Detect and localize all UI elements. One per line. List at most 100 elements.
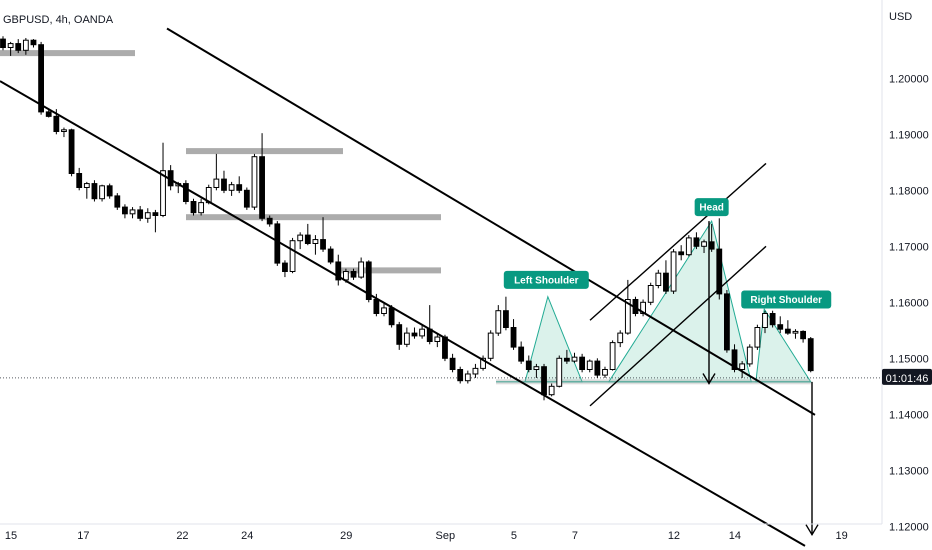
candle-87 [663, 260, 669, 294]
candle-body [434, 336, 441, 342]
candle-47 [358, 257, 365, 279]
candle-28 [213, 153, 220, 191]
candle-105 [800, 330, 807, 343]
candle-body [464, 373, 471, 382]
candle-body [221, 178, 227, 191]
candle-85 [647, 282, 654, 306]
candle-40 [304, 223, 311, 246]
zone-3 [340, 267, 441, 274]
candle-69 [525, 355, 532, 373]
candle-103 [784, 320, 791, 335]
candle-body [76, 173, 83, 188]
candle-body [373, 299, 380, 314]
candle-100 [762, 310, 768, 334]
candle-60 [457, 366, 464, 384]
candle-70 [533, 363, 540, 378]
candle-body [83, 183, 90, 189]
candle-88 [670, 249, 677, 294]
candle-body [419, 328, 426, 337]
candle-body [685, 237, 692, 256]
candle-body [777, 324, 784, 330]
price-tag-background [882, 368, 932, 385]
candle-75 [571, 352, 578, 363]
candle-body [647, 285, 654, 303]
price-tick-label: 1.17000 [889, 241, 929, 253]
candle-16 [122, 204, 128, 219]
pattern-label-0: Left Shoulder [503, 270, 589, 289]
time-tick-label: 7 [572, 530, 578, 542]
candle-body [449, 357, 456, 370]
candle-39 [297, 232, 304, 250]
candle-body [762, 313, 768, 328]
channel-lower-line [0, 80, 806, 547]
candle-50 [381, 302, 387, 317]
time-axis[interactable]: 15 17 22 24 29 Sep 5 7 12 14 19 [5, 530, 848, 542]
candle-body [15, 43, 22, 51]
candle-13 [99, 184, 105, 202]
candle-52 [396, 321, 403, 350]
candle-62 [472, 363, 479, 378]
candle-body [381, 307, 387, 314]
candle-body [457, 369, 464, 382]
candle-body [396, 324, 403, 345]
candle-68 [518, 341, 525, 364]
price-tick-label: 1.20000 [889, 73, 929, 85]
candle-15 [114, 193, 121, 210]
zone-1 [186, 148, 343, 155]
candle-98 [746, 344, 753, 367]
candle-body [617, 332, 624, 344]
zone-0 [0, 50, 135, 57]
candle-body [266, 217, 273, 225]
candle-body [525, 360, 532, 371]
candle-body [678, 251, 685, 256]
candle-body [106, 185, 113, 197]
candle-0 [0, 36, 6, 51]
candle-body [503, 310, 509, 329]
candle-19 [144, 208, 151, 223]
candle-3 [22, 37, 29, 55]
price-tick-label: 1.18000 [889, 185, 929, 197]
currency-label: USD [889, 11, 912, 23]
time-tick-label: 17 [77, 530, 89, 542]
candle-body [327, 248, 334, 263]
candle-36 [274, 221, 281, 266]
arrow-head [702, 373, 716, 385]
candle-48 [365, 260, 372, 303]
time-tick-label: Sep [436, 530, 456, 542]
candle-body [365, 261, 372, 301]
candle-body [754, 327, 761, 348]
candle-18 [137, 205, 144, 222]
candle-body [358, 261, 365, 278]
candle-6 [45, 109, 52, 118]
arrow-head [805, 524, 819, 537]
candle-body [289, 240, 296, 272]
candle-90 [685, 235, 692, 257]
candle-104 [792, 329, 799, 339]
candle-body [114, 195, 121, 208]
candle-43 [327, 246, 334, 265]
candle-body [571, 356, 578, 362]
candle-body [403, 332, 410, 345]
candle-body [182, 183, 189, 203]
price-axis[interactable]: USD 1.20000 1.19000 1.18000 1.17000 1.16000 1… [889, 11, 929, 533]
rising-channel-upper-line [589, 162, 767, 321]
time-tick-label: 14 [729, 530, 741, 542]
price-tick-label: 1.13000 [889, 465, 929, 477]
candle-37 [282, 260, 288, 278]
candle-body [45, 111, 52, 117]
candle-78 [594, 358, 601, 378]
pattern-labels: Left Shoulder Head Right Shoulder [503, 198, 832, 309]
candle-53 [403, 327, 410, 348]
head-height-arrow [702, 221, 716, 385]
candle-33 [251, 153, 258, 210]
candle-91 [693, 232, 700, 250]
price-tick-label: 1.19000 [889, 129, 929, 141]
candle-body [282, 262, 288, 273]
candle-59 [449, 353, 456, 373]
candle-body [0, 38, 6, 48]
candle-body [137, 209, 144, 219]
candle-73 [556, 355, 563, 388]
candle-body [129, 209, 136, 215]
candles-layer [0, 36, 814, 401]
